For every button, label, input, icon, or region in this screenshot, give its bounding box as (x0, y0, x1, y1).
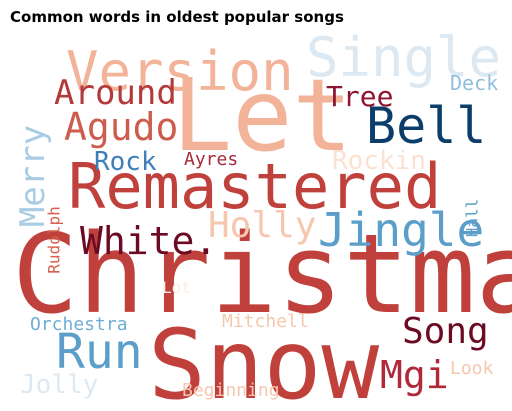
word-rudolph: Rudolph (45, 206, 64, 273)
word-let: Let (172, 57, 353, 174)
word-ayres: Ayres (184, 149, 238, 170)
word-remastered: Remastered (68, 150, 441, 223)
word-tree: Tree (326, 80, 393, 113)
word-lot: Lot (162, 278, 191, 297)
word-agudo: Agudo (64, 105, 178, 149)
word-jingle: Jingle (318, 203, 484, 257)
word-mgi: Mgi (380, 353, 449, 397)
word-holly: Holly (208, 205, 316, 246)
word-white: White. (80, 219, 217, 263)
word-look: Look (450, 358, 494, 379)
word-jolly: Jolly (20, 370, 98, 400)
word-rockin: Rockin (332, 146, 426, 176)
word-orchestra: Orchestra (30, 314, 128, 335)
word-around: Around (54, 73, 177, 113)
word-rock: Rock (94, 147, 157, 177)
word-single: Single (306, 26, 501, 89)
word-mitchell: Mitchell (222, 311, 309, 332)
word-merry: Merry (13, 125, 53, 227)
word-deck: Deck (450, 71, 498, 95)
word-christmas: Christmas (12, 210, 512, 338)
word-snow: Snow (148, 309, 379, 411)
word-hall: Hall (463, 199, 482, 238)
word-beginning: Beginning (182, 380, 280, 401)
word-bell: Bell (366, 97, 486, 155)
word-song: Song (402, 311, 489, 352)
chart-title: Common words in oldest popular songs (10, 8, 344, 26)
word-version: Version (66, 40, 294, 103)
word-run: Run (56, 324, 143, 380)
